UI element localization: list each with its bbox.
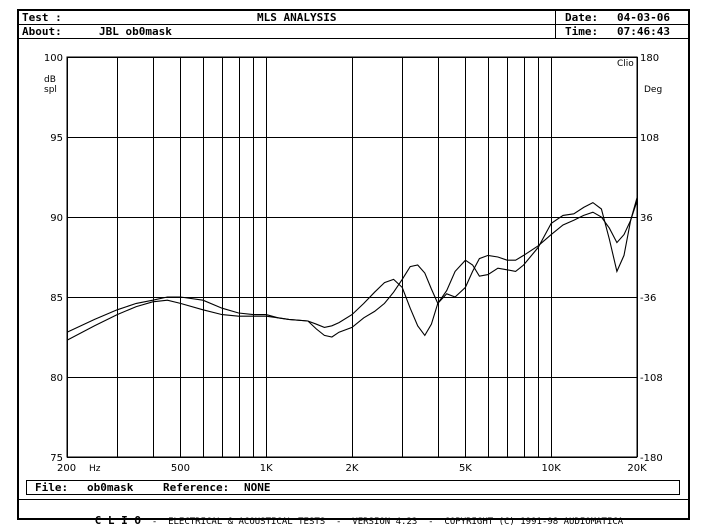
y2-tick-label: -180 [640,453,663,464]
test-label: Test : [22,11,62,24]
y-tick-label: 100 [44,53,63,64]
analysis-title: MLS ANALYSIS [257,11,337,24]
y-tick-label: 75 [50,453,63,464]
frequency-response-chart: 75 80 85 90 95 100 -180 -108 -36 36 108 180 200 500… [44,53,663,474]
time-label: Time: [565,25,599,38]
y-tick-label: 90 [50,213,63,224]
y-axis-label-db: dB [44,75,56,85]
x-tick-label: 20K [627,463,647,474]
header-vertical-divider [555,11,556,39]
y2-tick-label: 180 [640,53,659,64]
y-axis-label-spl: spl [44,85,57,95]
file-value: ob0mask [87,481,134,494]
header-row-1: Test : MLS ANALYSIS Date: 04-03-06 [17,11,690,25]
reference-value: NONE [244,481,271,494]
y2-axis-label: Deg [644,85,662,95]
credits-bar: C L I O - ELECTRICAL & ACOUSTICAL TESTS … [17,501,690,529]
header-row-2: About: JBL ob0mask Time: 07:46:43 [17,25,690,39]
y2-tick-label: -36 [640,293,656,304]
x-tick-label: 1K [260,463,273,474]
header-bottom-divider [17,38,690,39]
y-tick-label: 80 [50,373,63,384]
date-value: 04-03-06 [617,11,670,24]
clio-logo: Clio [617,59,634,69]
x-tick-label: 200 [57,463,76,474]
x-tick-label: 10K [542,463,562,474]
y2-tick-label: -108 [640,373,663,384]
reference-label: Reference: [163,481,230,494]
x-tick-label: 2K [346,463,359,474]
brand-name: C L I O [94,514,141,527]
credits-text: - ELECTRICAL & ACOUSTICAL TESTS - VERSIO… [151,517,624,527]
header-divider [17,24,690,25]
time-value: 07:46:43 [617,25,670,38]
x-tick-label: 500 [171,463,190,474]
y2-tick-label: 108 [640,133,659,144]
series-line-2 [66,200,638,341]
y2-tick-label: 36 [640,213,653,224]
x-tick-label: 5K [459,463,472,474]
file-info-bar: File: ob0mask Reference: NONE [26,480,680,495]
date-label: Date: [565,11,599,24]
footer-divider [17,499,690,500]
y-tick-label: 85 [50,293,63,304]
y-tick-label: 95 [50,133,63,144]
series-line-1 [66,197,638,337]
about-value: JBL ob0mask [99,25,172,38]
x-axis-label: Hz [89,464,101,474]
about-label: About: [22,25,62,38]
file-label: File: [35,481,69,494]
